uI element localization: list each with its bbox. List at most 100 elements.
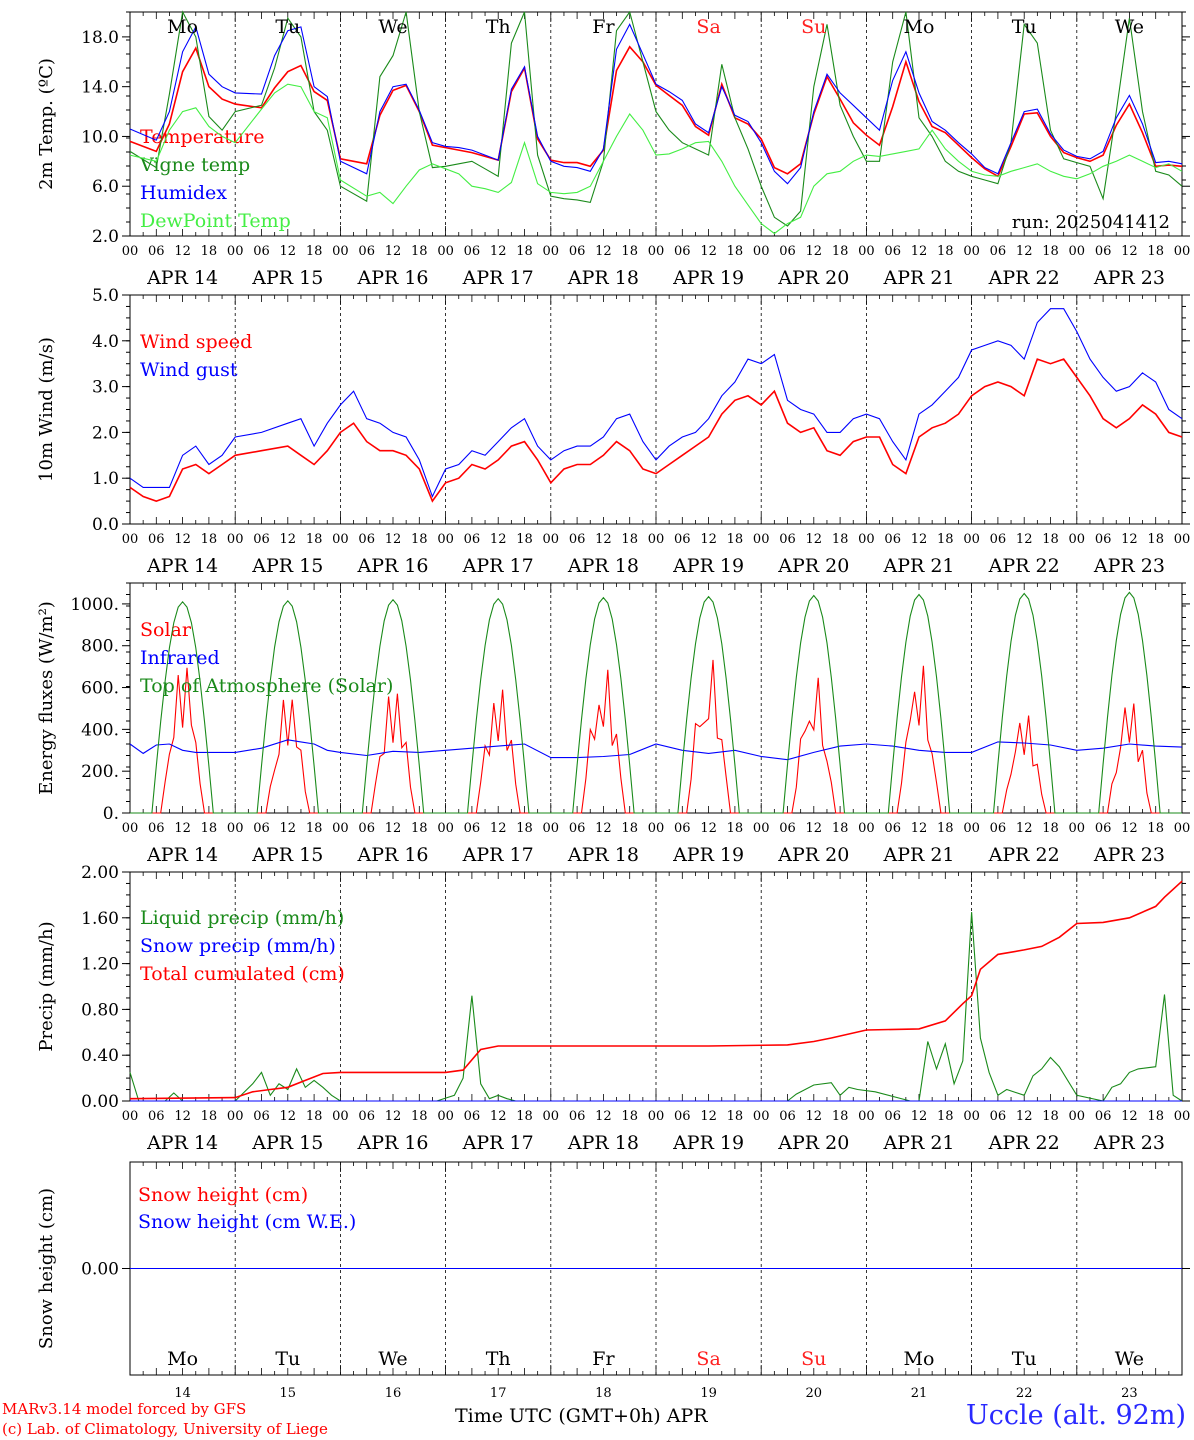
hour-tick-label: 00 — [332, 821, 349, 836]
hour-tick-label: 12 — [1016, 532, 1033, 547]
hour-tick-label: 18 — [1042, 821, 1059, 836]
y-tick-label: 2.0 — [92, 227, 119, 247]
hour-tick-label: 06 — [464, 532, 481, 547]
hour-tick-label: 06 — [569, 821, 586, 836]
hour-tick-label: 06 — [148, 1109, 165, 1124]
hour-tick-label: 12 — [385, 1109, 402, 1124]
hour-tick-label: 00 — [332, 532, 349, 547]
hour-tick-label: 18 — [727, 532, 744, 547]
hour-tick-label: 00 — [122, 532, 139, 547]
y-tick-label: 0.80 — [81, 1000, 119, 1020]
day-number-label: 17 — [490, 1386, 507, 1401]
hour-tick-label: 18 — [937, 532, 954, 547]
hour-tick-label: 00 — [858, 821, 875, 836]
hour-tick-label: 06 — [674, 1109, 691, 1124]
date-label: APR 23 — [1093, 555, 1165, 577]
hour-tick-label: 18 — [937, 1109, 954, 1124]
date-label: APR 23 — [1093, 267, 1165, 289]
y-tick-label: 1000. — [70, 595, 119, 615]
hour-tick-label: 06 — [779, 532, 796, 547]
hour-tick-label: 06 — [569, 1109, 586, 1124]
weekday-label: Mo — [167, 16, 198, 38]
legend-snow-precip-mm-h-: Snow precip (mm/h) — [140, 935, 336, 957]
hour-tick-label: 06 — [253, 532, 270, 547]
weekday-label: We — [1115, 16, 1144, 38]
hour-tick-label: 00 — [753, 244, 770, 259]
hour-tick-label: 00 — [1069, 1109, 1086, 1124]
date-label: APR 17 — [462, 267, 534, 289]
hour-tick-label: 12 — [911, 821, 928, 836]
weekday-label: Th — [486, 1348, 511, 1370]
hour-tick-label: 06 — [464, 244, 481, 259]
weekday-label: Mo — [904, 16, 935, 38]
date-label: APR 20 — [777, 555, 849, 577]
hour-tick-label: 18 — [1147, 1109, 1164, 1124]
hour-tick-label: 00 — [122, 1109, 139, 1124]
hour-tick-label: 12 — [595, 1109, 612, 1124]
hour-tick-label: 18 — [727, 244, 744, 259]
weekday-label: We — [1115, 1348, 1144, 1370]
weekday-label: Tu — [275, 16, 300, 38]
date-label: APR 19 — [672, 555, 744, 577]
date-label: APR 22 — [988, 267, 1060, 289]
hour-tick-label: 18 — [832, 532, 849, 547]
hour-tick-label: 06 — [358, 244, 375, 259]
hour-tick-label: 00 — [753, 532, 770, 547]
day-number-label: 20 — [806, 1386, 823, 1401]
date-label: APR 16 — [356, 555, 428, 577]
hour-tick-label: 00 — [332, 1109, 349, 1124]
weekday-label: Mo — [167, 1348, 198, 1370]
hour-tick-label: 00 — [648, 532, 665, 547]
hour-tick-label: 18 — [832, 821, 849, 836]
hour-tick-label: 12 — [595, 821, 612, 836]
day-number-label: 14 — [174, 1386, 191, 1401]
hour-tick-label: 18 — [1147, 244, 1164, 259]
series-line-infrared — [129, 739, 1183, 761]
hour-tick-label: 12 — [490, 244, 507, 259]
weekday-label: Tu — [1012, 16, 1037, 38]
y-tick-label: 1.60 — [81, 909, 119, 929]
hour-tick-label: 18 — [201, 244, 218, 259]
hour-tick-label: 00 — [227, 821, 244, 836]
y-tick-label: 3.0 — [92, 378, 119, 398]
hour-tick-label: 12 — [1121, 244, 1138, 259]
hour-tick-label: 12 — [806, 244, 823, 259]
date-label: APR 18 — [567, 555, 639, 577]
y-axis-label: 2m Temp. (ºC) — [36, 58, 57, 190]
date-label: APR 14 — [146, 555, 218, 577]
hour-tick-label: 12 — [490, 821, 507, 836]
date-label: APR 15 — [251, 844, 323, 866]
hour-tick-label: 06 — [148, 532, 165, 547]
hour-tick-label: 18 — [516, 821, 533, 836]
y-axis-label: 10m Wind (m/s) — [36, 337, 57, 482]
hour-tick-label: 18 — [832, 1109, 849, 1124]
hour-tick-label: 00 — [332, 244, 349, 259]
time-axis-title: Time UTC (GMT+0h) APR — [455, 1405, 708, 1427]
hour-tick-label: 18 — [306, 821, 323, 836]
hour-tick-label: 00 — [437, 244, 454, 259]
hour-tick-label: 00 — [648, 244, 665, 259]
date-label: APR 20 — [777, 844, 849, 866]
y-tick-label: 5.0 — [92, 286, 119, 306]
hour-tick-label: 06 — [148, 821, 165, 836]
legend-wind-gust: Wind gust — [140, 359, 238, 381]
series-line-dewpoint-temp — [129, 83, 1183, 235]
weekday-label: We — [378, 1348, 407, 1370]
legend-dewpoint-temp: DewPoint Temp — [140, 210, 291, 232]
hour-tick-label: 18 — [411, 1109, 428, 1124]
hour-tick-label: 00 — [963, 1109, 980, 1124]
y-tick-label: 0.00 — [81, 1260, 119, 1280]
panel-frame — [129, 11, 1183, 237]
hour-tick-label: 18 — [727, 1109, 744, 1124]
y-tick-label: 4.0 — [92, 332, 119, 352]
hour-tick-label: 00 — [1069, 532, 1086, 547]
hour-tick-label: 12 — [595, 244, 612, 259]
hour-tick-label: 00 — [753, 821, 770, 836]
hour-tick-label: 18 — [306, 532, 323, 547]
hour-tick-label: 18 — [306, 1109, 323, 1124]
hour-tick-label: 18 — [411, 821, 428, 836]
hour-tick-label: 12 — [490, 1109, 507, 1124]
hour-tick-label: 18 — [201, 821, 218, 836]
hour-tick-label: 00 — [648, 821, 665, 836]
